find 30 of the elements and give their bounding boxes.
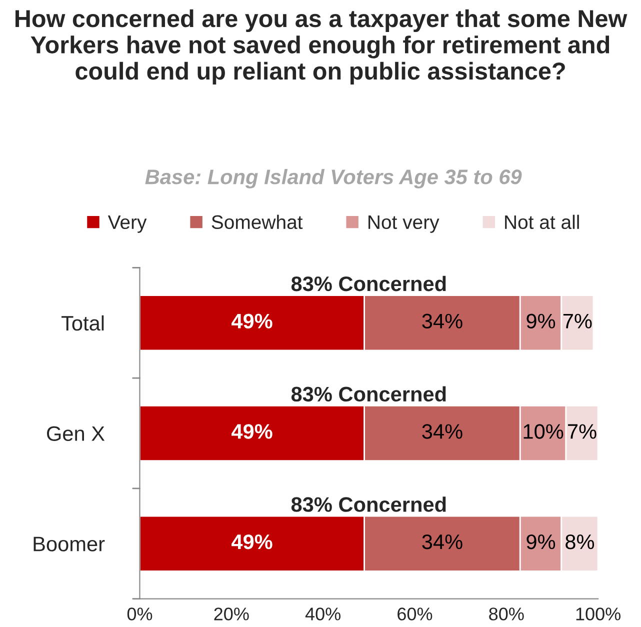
data-label: 9% — [526, 314, 556, 328]
x-tick-label: 100% — [576, 608, 620, 620]
data-label: 34% — [422, 314, 462, 328]
annotation: 83% Concerned — [291, 496, 446, 512]
data-label: 9% — [526, 534, 556, 550]
annotation: 83% Concerned — [291, 276, 446, 292]
data-label: 10% — [524, 424, 564, 439]
data-label: 49% — [231, 534, 272, 550]
x-tick-label: 20% — [214, 608, 249, 620]
data-label: 49% — [231, 314, 272, 328]
chart-subtitle: Base: Long Island Voters Age 35 to 69 — [145, 168, 522, 188]
data-label: 49% — [231, 424, 272, 439]
legend-label: Not at all — [505, 214, 579, 230]
annotation: 83% Concerned — [291, 386, 446, 402]
x-tick-label: 0% — [127, 608, 152, 620]
chart-title: How concerned are you as a taxpayer that some New Yorkers have not saved enough for retirement and could end up reliant on public assistance? — [16, 9, 628, 85]
x-tick-label: 60% — [398, 608, 432, 620]
data-label: 8% — [566, 534, 594, 550]
x-tick-label: 40% — [305, 608, 340, 620]
legend-label: Very — [108, 215, 147, 233]
legend-label: Somewhat — [212, 214, 303, 230]
y-tick-label: Gen X — [47, 426, 105, 442]
x-tick-label: 80% — [489, 608, 524, 620]
y-tick-label: Total — [61, 315, 104, 331]
y-tick-label: Boomer — [34, 536, 105, 552]
data-label: 7% — [563, 314, 592, 328]
data-label: 34% — [422, 424, 462, 439]
data-label: 7% — [568, 424, 596, 439]
legend-label: Not very — [368, 215, 440, 233]
data-label: 34% — [422, 534, 462, 550]
